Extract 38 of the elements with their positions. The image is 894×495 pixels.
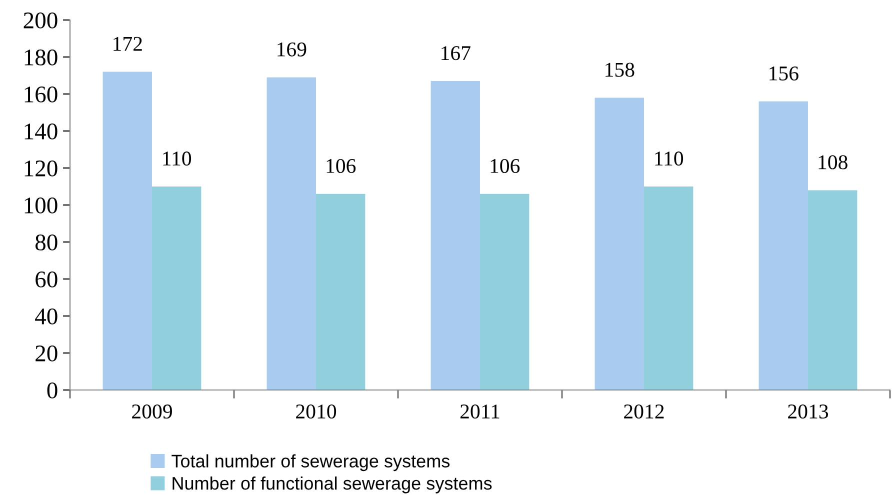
data-label: 106 <box>326 158 356 173</box>
y-tick-label: 120 <box>24 160 58 176</box>
data-label: 172 <box>114 36 142 51</box>
bar <box>266 77 316 390</box>
x-tick-label: 2012 <box>624 404 664 419</box>
x-tick-label: 2011 <box>460 404 500 419</box>
bar <box>644 186 694 390</box>
legend-label: Total number of sewerage systems <box>172 454 450 472</box>
data-label: 106 <box>490 158 520 173</box>
data-label: 110 <box>655 152 684 166</box>
bar <box>316 194 366 390</box>
bar <box>152 186 202 390</box>
data-label: 110 <box>163 152 192 166</box>
y-tick-label: 140 <box>24 123 58 140</box>
y-tick-label: 20 <box>36 345 58 362</box>
y-tick-label: 0 <box>47 382 58 398</box>
y-tick-label: 60 <box>36 271 58 288</box>
legend-label: Number of functional sewerage systems <box>172 476 492 494</box>
y-tick-label: 40 <box>35 308 58 324</box>
y-tick-label: 180 <box>24 49 58 66</box>
data-label: 156 <box>770 66 798 80</box>
bar <box>808 190 858 390</box>
y-tick-label: 160 <box>24 86 58 102</box>
x-tick-label: 2010 <box>296 404 336 419</box>
y-tick-label: 100 <box>24 197 58 214</box>
x-tick-label: 2013 <box>788 404 828 419</box>
bar <box>758 101 808 390</box>
y-tick-label: 200 <box>24 12 58 28</box>
bar <box>480 194 530 390</box>
data-label: 167 <box>442 46 470 60</box>
bar <box>430 81 480 390</box>
data-label: 108 <box>818 155 848 170</box>
data-label: 158 <box>606 62 634 77</box>
bar <box>102 72 152 390</box>
bar <box>594 98 644 390</box>
data-label: 169 <box>278 42 306 56</box>
y-tick-label: 80 <box>35 234 58 250</box>
x-tick-label: 2009 <box>132 404 172 419</box>
